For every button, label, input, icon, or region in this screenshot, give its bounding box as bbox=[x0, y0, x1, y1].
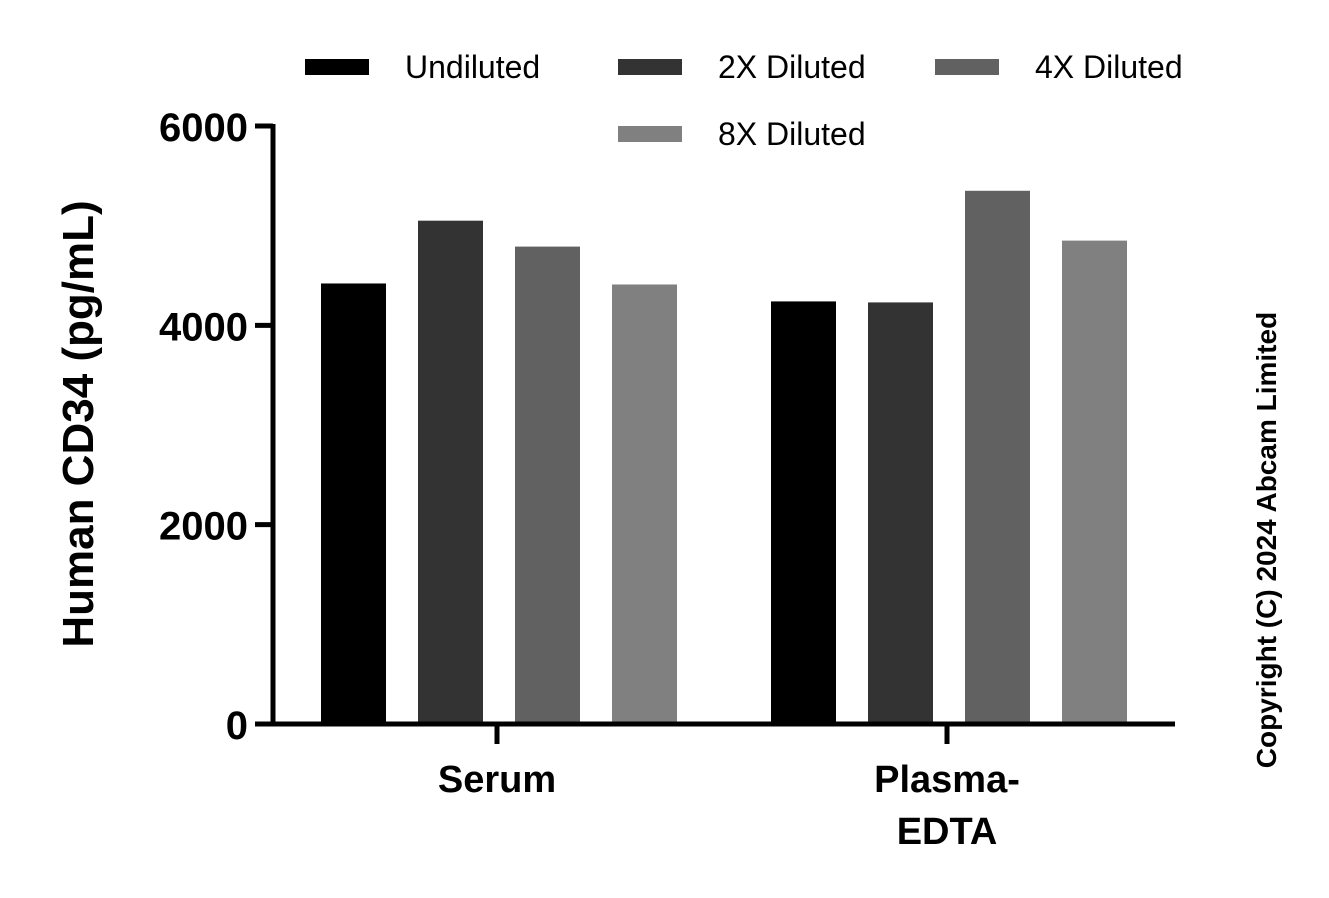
legend-label: 4X Diluted bbox=[1035, 49, 1183, 85]
legend-swatch bbox=[618, 59, 682, 75]
axes: 0 2000 4000 6000 Serum Plasma- EDTA bbox=[159, 106, 1175, 853]
y-axis-title: Human CD34 (pg/mL) bbox=[54, 200, 103, 647]
copyright-text: Copyright (C) 2024 Abcam Limited bbox=[1251, 312, 1282, 768]
y-tick-label: 4000 bbox=[159, 305, 248, 349]
bar-8x-diluted-1 bbox=[1062, 240, 1127, 724]
bar-8x-diluted-0 bbox=[612, 284, 677, 724]
x-category-label: Serum bbox=[438, 759, 556, 801]
x-category-label: EDTA bbox=[897, 811, 998, 853]
x-category-label: Plasma- bbox=[874, 759, 1020, 801]
legend-swatch bbox=[935, 59, 999, 75]
bar-undiluted-1 bbox=[771, 301, 836, 724]
legend: Undiluted 2X Diluted 4X Diluted 8X Diluted bbox=[305, 49, 1183, 152]
bar-2x-diluted-0 bbox=[418, 220, 483, 724]
bar-4x-diluted-1 bbox=[965, 190, 1030, 725]
y-tick-label: 6000 bbox=[159, 106, 248, 150]
bar-undiluted-0 bbox=[321, 283, 386, 724]
legend-label: Undiluted bbox=[405, 49, 540, 85]
bar-2x-diluted-1 bbox=[868, 302, 933, 724]
legend-swatch bbox=[305, 59, 369, 75]
bars bbox=[321, 190, 1127, 725]
y-tick-label: 2000 bbox=[159, 505, 248, 549]
y-tick-label: 0 bbox=[226, 704, 248, 748]
bar-4x-diluted-0 bbox=[515, 246, 580, 724]
legend-label: 2X Diluted bbox=[718, 49, 866, 85]
legend-swatch bbox=[618, 126, 682, 142]
legend-label: 8X Diluted bbox=[718, 116, 866, 152]
